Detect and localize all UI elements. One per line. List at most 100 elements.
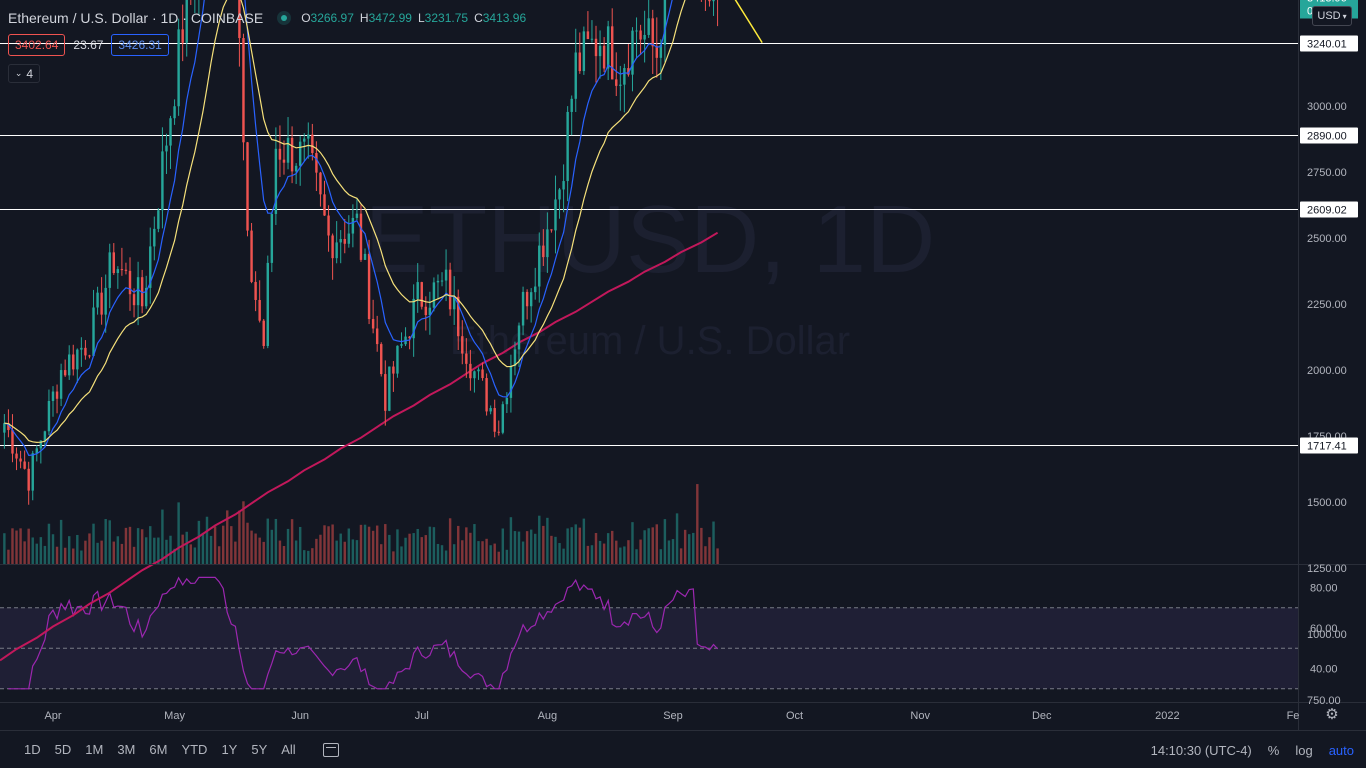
candle-body (521, 291, 525, 326)
volume-bar (574, 524, 577, 564)
time-tick-label: Jul (415, 710, 429, 722)
candle-body (477, 369, 480, 372)
volume-bar (428, 526, 432, 564)
volume-bar (165, 539, 168, 564)
candle-body (47, 400, 51, 432)
range-5d-button[interactable]: 5D (54, 742, 72, 757)
volume-bar (529, 529, 533, 564)
candle-body (238, 0, 241, 39)
range-all-button[interactable]: All (281, 742, 296, 757)
range-5y-button[interactable]: 5Y (251, 742, 268, 757)
candle-body (416, 282, 419, 299)
ema-slow-line (4, 0, 686, 444)
candle-body (598, 45, 602, 57)
volume-bar (197, 520, 201, 564)
candle-body (254, 281, 257, 300)
range-1y-button[interactable]: 1Y (221, 742, 238, 757)
range-1m-button[interactable]: 1M (85, 742, 104, 757)
volume-bar (298, 526, 302, 564)
candle-body (708, 0, 711, 2)
volume-bar (367, 526, 371, 564)
calendar-icon[interactable] (322, 742, 339, 757)
candle-body (319, 172, 322, 195)
volume-bar (521, 541, 525, 564)
volume-bar (611, 530, 614, 564)
volume-bar (19, 528, 22, 564)
volume-bar (675, 513, 679, 564)
volume-bar (501, 528, 505, 564)
candle-body (481, 369, 484, 379)
volume-bar (327, 526, 330, 564)
range-6m-button[interactable]: 6M (149, 742, 168, 757)
time-tick-label: 2022 (1155, 710, 1179, 722)
candle-body (270, 213, 274, 263)
volume-bar (270, 529, 274, 564)
volume-bar (424, 535, 428, 564)
volume-bar (671, 539, 675, 564)
indicators-toggle-button[interactable]: ⌄ 4 (8, 64, 40, 83)
clock-time[interactable]: 14:10:30 (UTC-4) (1150, 742, 1252, 758)
candle-body (359, 213, 363, 260)
volume-bar (663, 519, 667, 564)
volume-bar (606, 533, 610, 564)
volume-bar (221, 525, 225, 564)
candle-body (76, 349, 79, 370)
candle-body (392, 366, 395, 374)
range-1d-button[interactable]: 1D (24, 742, 41, 757)
candle-body (161, 151, 164, 211)
buy-price-button[interactable]: 3426.31 (111, 34, 169, 56)
volume-bar (505, 549, 509, 564)
candle-body (136, 277, 140, 306)
candle-body (100, 292, 103, 315)
volume-bar (140, 529, 144, 564)
volume-bar (67, 536, 71, 564)
volume-bar (598, 540, 602, 564)
candle-body (590, 38, 594, 40)
volume-bar (594, 533, 598, 564)
volume-bar (683, 529, 687, 564)
volume-bar (465, 527, 468, 564)
indicator-count: 4 (26, 66, 34, 81)
candle-body (315, 153, 318, 173)
candle-body (11, 430, 14, 454)
volume-bar (80, 550, 83, 564)
range-3m-button[interactable]: 3M (117, 742, 136, 757)
volume-bar (578, 527, 582, 564)
price-tick-label: 750.00 (1307, 695, 1341, 707)
log-scale-button[interactable]: log (1295, 742, 1313, 758)
ema-fast-line (4, 0, 673, 457)
candle-body (19, 458, 22, 462)
volume-bar (120, 543, 124, 564)
candle-body (92, 307, 95, 356)
volume-bar (311, 548, 314, 564)
volume-bar (92, 523, 95, 564)
volume-bar (347, 528, 351, 564)
range-ytd-button[interactable]: YTD (181, 742, 208, 757)
volume-bar (11, 528, 14, 564)
percent-scale-button[interactable]: % (1267, 742, 1280, 758)
volume-bar (246, 522, 249, 564)
volume-bar (294, 540, 298, 564)
auto-scale-button[interactable]: auto (1328, 742, 1354, 758)
volume-bar (339, 533, 342, 564)
volume-bar (351, 539, 355, 564)
chevron-down-icon: ▾ (1342, 11, 1347, 21)
last-price-label: 3413.96 (1307, 0, 1347, 5)
volume-bar (323, 525, 326, 564)
candle-body (250, 230, 253, 282)
watermark-name: Ethereum / U.S. Dollar (450, 319, 850, 363)
candle-body (420, 282, 423, 307)
rsi-line (8, 576, 719, 690)
gear-icon[interactable]: ⚙ (1325, 706, 1339, 723)
candle-body (72, 354, 75, 370)
volume-bar (136, 528, 140, 564)
watermark-symbol: ETHUSD, 1D (365, 186, 936, 293)
price-tick-label: 3000.00 (1307, 101, 1347, 113)
volume-bar (59, 519, 63, 564)
volume-bar (238, 510, 241, 564)
sell-price-button[interactable]: 3402.64 (8, 34, 66, 56)
volume-bar (716, 548, 719, 564)
symbol-title[interactable]: Ethereum / U.S. Dollar · 1D · COINBASE (8, 10, 264, 26)
currency-select[interactable]: USD ▾ (1312, 6, 1352, 26)
